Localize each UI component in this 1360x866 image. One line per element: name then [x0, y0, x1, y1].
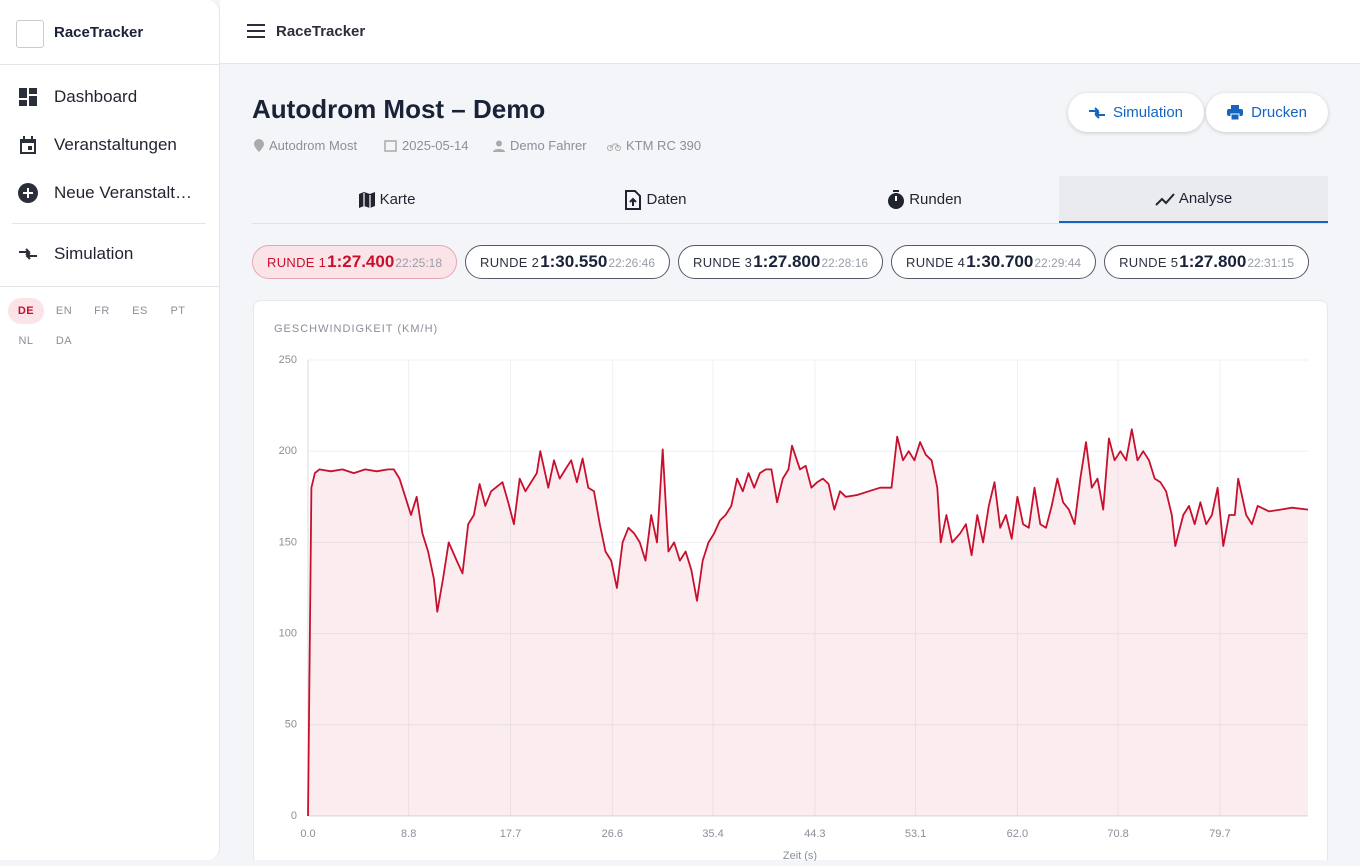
y-tick-label: 50 — [285, 719, 297, 731]
y-axis-label: GESCHWINDIGKEIT (KM/H) — [274, 323, 438, 335]
meta-text: Demo Fahrer — [510, 138, 587, 153]
language-option[interactable]: NL — [18, 335, 34, 347]
nav-label: Dashboard — [54, 87, 138, 106]
tab-label: Analyse — [1178, 190, 1233, 207]
line — [307, 428, 1309, 817]
lap-time: 1:27.400 — [327, 252, 395, 271]
meta-item: 2025-05-14 — [384, 138, 469, 153]
tab-label: Karte — [379, 191, 416, 208]
y-tick-label: 250 — [279, 354, 297, 366]
y-tick-label: 100 — [279, 628, 297, 640]
language-option[interactable]: EN — [55, 305, 73, 317]
x-tick-label: 26.6 — [602, 828, 623, 840]
lap-label: RUNDE 5 — [1119, 255, 1179, 270]
lap-list: RUNDE 1 1:27.400 22:25:18 RUNDE 2 1:30.550 22… — [252, 245, 1310, 279]
brand: RaceTracker — [54, 24, 144, 41]
tab-label: Daten — [646, 191, 687, 208]
x-tick-label: 62.0 — [1007, 828, 1028, 840]
meta-text: KTM RC 390 — [626, 138, 702, 153]
divider — [0, 286, 219, 287]
topbar: RaceTracker — [220, 0, 1360, 64]
language-option[interactable]: DE — [8, 298, 44, 324]
x-tick-label: 70.8 — [1107, 828, 1128, 840]
x-tick-label: 8.8 — [401, 828, 416, 840]
lap-chip[interactable]: RUNDE 5 1:27.800 22:31:15 — [1104, 245, 1310, 279]
lap-chip[interactable]: RUNDE 4 1:30.700 22:29:44 — [891, 245, 1097, 279]
tab[interactable]: Daten — [521, 176, 790, 223]
meta-text: 2025-05-14 — [402, 138, 469, 153]
tab-label: Runden — [909, 191, 962, 208]
x-tick-label: 17.7 — [500, 828, 521, 840]
menu-icon[interactable] — [247, 24, 265, 38]
lap-label: RUNDE 2 — [480, 255, 540, 270]
chart: GESCHWINDIGKEIT (KM/H) Zeit (s) 0 50 100 15… — [274, 323, 1309, 862]
lap-label: RUNDE 1 — [267, 255, 327, 270]
lap-clock: 22:29:44 — [1034, 256, 1082, 270]
language-option[interactable]: PT — [170, 305, 186, 317]
meta-item: KTM RC 390 — [607, 138, 701, 153]
x-tick-label: 79.7 — [1209, 828, 1230, 840]
y-tick-label: 200 — [279, 445, 297, 457]
lap-chip[interactable]: RUNDE 1 1:27.400 22:25:18 — [252, 245, 458, 279]
nav-item[interactable]: Simulation — [0, 234, 219, 274]
tab[interactable]: Runden — [790, 176, 1059, 223]
simulation-button[interactable]: Simulation — [1068, 93, 1204, 132]
x-tick-label: 44.3 — [804, 828, 825, 840]
print-button[interactable]: Drucken — [1206, 93, 1328, 132]
meta-item: Demo Fahrer — [493, 138, 587, 153]
button-label: Drucken — [1251, 104, 1307, 121]
lap-chip[interactable]: RUNDE 3 1:27.800 22:28:16 — [678, 245, 884, 279]
divider — [0, 64, 219, 65]
lap-clock: 22:26:46 — [608, 256, 656, 270]
tab[interactable]: Karte — [252, 176, 521, 223]
language-option[interactable]: FR — [94, 305, 110, 317]
nav-label: Simulation — [54, 244, 134, 263]
nav-label: Veranstaltungen — [54, 135, 177, 154]
lap-time: 1:27.800 — [753, 252, 821, 271]
lap-time: 1:30.550 — [540, 252, 608, 271]
lap-clock: 22:28:16 — [821, 256, 869, 270]
lap-time: 1:30.700 — [966, 252, 1034, 271]
button-label: Simulation — [1112, 104, 1184, 121]
nav-item[interactable]: Neue Veranstalt… — [0, 173, 219, 213]
lap-label: RUNDE 4 — [906, 255, 966, 270]
lap-label: RUNDE 3 — [693, 255, 753, 270]
nav-item[interactable]: Veranstaltungen — [0, 125, 219, 165]
language-option[interactable]: DA — [55, 335, 73, 347]
meta-text: Autodrom Most — [269, 138, 358, 153]
topbar-title: RaceTracker — [276, 23, 366, 40]
lap-clock: 22:25:18 — [395, 256, 443, 270]
sidebar: RaceTracker Dashboard Veranstaltungen Ne… — [0, 0, 220, 860]
nav-item[interactable]: Dashboard — [0, 77, 219, 117]
divider — [12, 223, 206, 224]
area — [308, 429, 1308, 816]
y-tick-label: 150 — [279, 536, 297, 548]
tab-bar: Karte Daten Runden Analyse — [252, 176, 1328, 224]
lap-clock: 22:31:15 — [1247, 256, 1295, 270]
logo — [16, 20, 44, 48]
x-tick-label: 35.4 — [702, 828, 723, 840]
tab[interactable]: Analyse — [1059, 176, 1328, 223]
page-title: Autodrom Most – Demo — [252, 94, 546, 124]
nav-label: Neue Veranstalt… — [54, 183, 192, 202]
x-tick-label: 0.0 — [300, 828, 315, 840]
y-tick-label: 0 — [291, 810, 297, 822]
x-axis-label: Zeit (s) — [783, 850, 817, 861]
lap-time: 1:27.800 — [1179, 252, 1247, 271]
language-option[interactable]: ES — [132, 305, 148, 317]
chart-card: GESCHWINDIGKEIT (KM/H) Zeit (s) 0 50 100 15… — [253, 300, 1328, 862]
x-tick-label: 53.1 — [905, 828, 926, 840]
lap-chip[interactable]: RUNDE 2 1:30.550 22:26:46 — [465, 245, 671, 279]
meta-item: Autodrom Most — [254, 138, 357, 153]
